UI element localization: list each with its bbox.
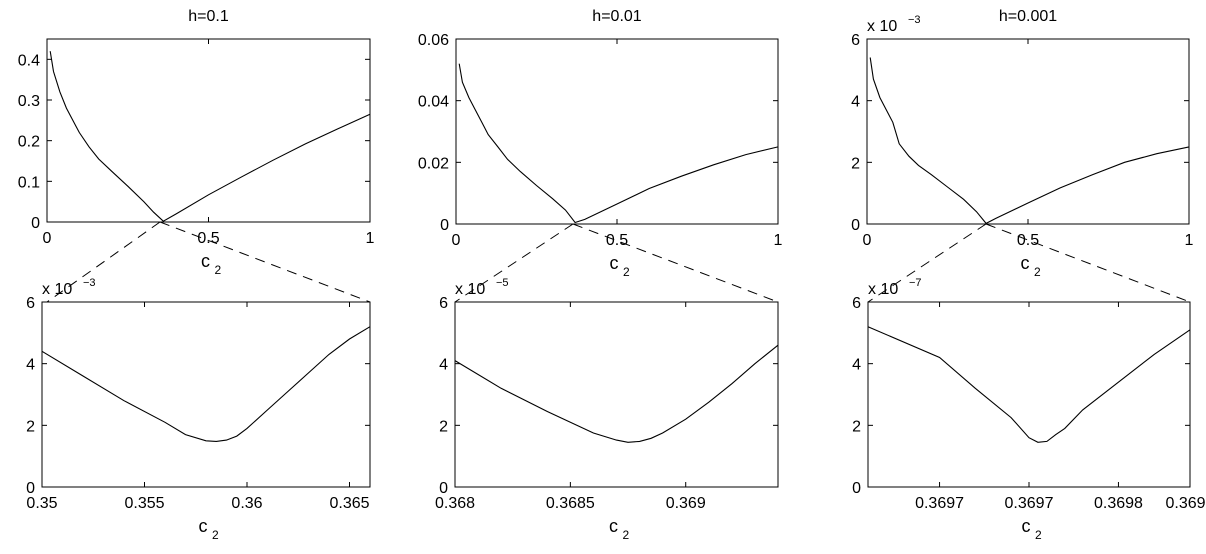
x-axis-label-subscript: 2: [623, 528, 630, 542]
y-tick-label: 4: [26, 357, 35, 374]
y-multiplier: x 10: [868, 281, 898, 298]
y-tick-label: 0.2: [18, 134, 40, 151]
x-tick-label: 1: [1185, 232, 1194, 249]
x-axis-label-subscript: 2: [215, 263, 222, 277]
y-tick-label: 4: [852, 357, 861, 374]
y-tick-label: 0.02: [418, 155, 449, 172]
y-tick-label: 0: [440, 217, 449, 234]
x-axis-label-subscript: 2: [1034, 265, 1041, 279]
x-axis-label: c: [201, 251, 210, 271]
x-axis-label-subscript: 2: [623, 265, 630, 279]
series-line: [41, 326, 371, 442]
x-tick-label: 0.5: [197, 230, 219, 247]
y-tick-label: 2: [439, 418, 448, 435]
zoom-connector-line: [867, 223, 987, 303]
x-tick-label: 0.3698: [1166, 495, 1206, 512]
y-tick-label: 2: [852, 418, 861, 435]
x-tick-label: 0.3697: [915, 495, 964, 512]
y-multiplier: x 10: [42, 281, 72, 298]
y-multiplier: x 10: [455, 281, 485, 298]
axes-frame: [454, 301, 779, 488]
y-tick-label: 0.06: [418, 32, 449, 49]
x-axis-label: c: [610, 253, 619, 273]
y-tick-label: 4: [439, 357, 448, 374]
x-tick-label: 0: [452, 232, 461, 249]
x-tick-label: 0.36: [231, 495, 262, 512]
x-axis-label-subscript: 2: [1035, 528, 1042, 542]
panel-1: 0 0.5 1 0 0.1 0.2 0.3 0.4 h=0.1 c 2: [18, 8, 375, 277]
x-axis-label: c: [1021, 253, 1030, 273]
x-tick-label: 0.3685: [546, 495, 595, 512]
y-tick-label: 0.4: [18, 52, 40, 69]
y-tick-label: 0.3: [18, 93, 40, 110]
x-tick-label: 0.5: [1017, 232, 1039, 249]
series-line: [49, 51, 371, 222]
zoom-connector-line: [46, 221, 161, 303]
y-multiplier-exponent: −3: [908, 14, 921, 26]
x-tick-label: 0.355: [124, 495, 164, 512]
y-tick-label: 6: [852, 295, 861, 312]
x-tick-label: 0.5: [606, 232, 628, 249]
x-axis-label: c: [199, 516, 208, 536]
axes-frame: [41, 301, 371, 488]
zoom-connector-line: [159, 221, 371, 303]
y-multiplier-exponent: −7: [909, 277, 922, 289]
y-multiplier: x 10: [867, 18, 897, 35]
x-tick-label: 1: [366, 230, 375, 247]
x-tick-label: 0.3698: [1094, 495, 1143, 512]
series-line: [458, 63, 779, 224]
panel-title: h=0.01: [592, 8, 641, 25]
series-line: [454, 344, 779, 443]
panel-2: 0 0.5 1 0 0.02 0.04 0.06 h=0.01 c 2: [418, 8, 783, 279]
zoom-connector-line: [572, 223, 779, 303]
y-tick-label: 0.04: [418, 94, 449, 111]
x-tick-label: 0.368: [435, 495, 475, 512]
x-tick-label: 0.35: [26, 495, 57, 512]
y-tick-label: 6: [851, 32, 860, 49]
y-tick-label: 0: [26, 480, 35, 497]
x-tick-label: 0: [43, 230, 52, 247]
y-tick-label: 2: [26, 418, 35, 435]
panel-title: h=0.001: [999, 8, 1057, 25]
x-tick-label: 1: [774, 232, 783, 249]
y-tick-label: 2: [851, 155, 860, 172]
x-axis-label: c: [609, 516, 618, 536]
axes-frame: [867, 301, 1191, 488]
y-multiplier-exponent: −3: [83, 277, 96, 289]
y-tick-label: 6: [26, 295, 35, 312]
x-tick-label: 0.3697: [1005, 495, 1054, 512]
y-tick-label: 0: [31, 215, 40, 232]
x-axis-label-subscript: 2: [212, 528, 219, 542]
y-tick-label: 6: [439, 295, 448, 312]
x-tick-label: 0.365: [329, 495, 369, 512]
y-tick-label: 0: [439, 480, 448, 497]
axes-frame: [866, 38, 1190, 225]
zoom-connector-line: [985, 223, 1191, 303]
y-tick-label: 0.1: [18, 174, 40, 191]
zoom-connector-line: [454, 223, 574, 303]
axes-frame: [455, 38, 779, 225]
series-line: [869, 57, 1190, 225]
y-multiplier-exponent: −5: [496, 277, 509, 289]
x-tick-label: 0.369: [666, 495, 706, 512]
panel-title: h=0.1: [188, 8, 229, 25]
y-tick-label: 0: [852, 480, 861, 497]
y-tick-label: 4: [851, 94, 860, 111]
y-tick-label: 0: [851, 217, 860, 234]
x-tick-label: 0: [863, 232, 872, 249]
series-line: [867, 326, 1191, 443]
x-axis-label: c: [1022, 516, 1031, 536]
